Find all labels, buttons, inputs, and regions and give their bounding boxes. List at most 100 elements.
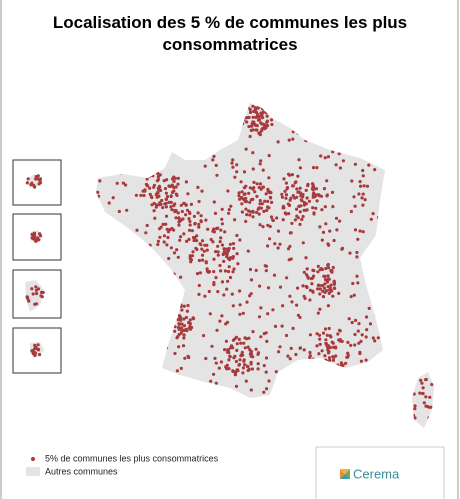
commune-dot	[344, 361, 348, 365]
commune-dot	[419, 378, 423, 382]
commune-dot	[102, 352, 106, 356]
commune-dot	[187, 112, 191, 116]
commune-dot	[161, 206, 165, 210]
commune-dot	[323, 205, 327, 209]
commune-dot	[138, 123, 142, 128]
commune-dot	[180, 147, 184, 151]
commune-dot	[230, 292, 234, 296]
commune-dot	[273, 242, 277, 246]
commune-dot	[308, 128, 312, 132]
commune-dot	[219, 269, 223, 273]
commune-dot	[184, 315, 188, 320]
commune-dot	[421, 386, 425, 390]
commune-dot	[177, 345, 181, 349]
commune-dot	[197, 222, 201, 226]
commune-dot	[34, 288, 39, 292]
commune-dot	[301, 195, 305, 199]
commune-dot	[325, 344, 329, 348]
commune-dot	[188, 325, 192, 329]
commune-dot	[298, 315, 302, 319]
commune-dot	[287, 203, 292, 207]
commune-dot	[301, 214, 305, 219]
commune-dot	[215, 328, 219, 332]
commune-dot	[153, 216, 157, 220]
commune-dot	[332, 279, 336, 283]
commune-dot	[141, 145, 145, 149]
commune-dot	[248, 267, 253, 272]
commune-dot	[113, 341, 117, 345]
commune-dot	[116, 134, 120, 138]
commune-dot	[126, 261, 130, 266]
commune-dot	[220, 222, 224, 226]
commune-dot	[159, 225, 163, 229]
commune-dot	[156, 239, 160, 243]
commune-dot	[264, 269, 268, 273]
commune-dot	[297, 204, 301, 208]
commune-dot	[353, 131, 357, 135]
commune-dot	[240, 210, 244, 214]
commune-dot	[179, 366, 183, 370]
corsica	[412, 372, 434, 428]
commune-dot	[286, 354, 290, 358]
commune-dot	[348, 251, 352, 255]
commune-dot	[34, 177, 38, 181]
commune-dot	[96, 190, 100, 194]
commune-dot	[186, 303, 190, 308]
commune-dot	[218, 319, 222, 323]
commune-dot	[424, 395, 428, 399]
commune-dot	[164, 222, 168, 226]
commune-dot	[244, 147, 248, 151]
commune-dot	[220, 217, 224, 221]
commune-dot	[113, 139, 117, 143]
commune-dot	[227, 211, 231, 215]
commune-dot	[265, 387, 269, 391]
commune-dot	[234, 359, 238, 364]
commune-dot	[164, 191, 168, 195]
commune-dot	[324, 342, 328, 346]
commune-dot	[169, 307, 173, 311]
commune-dot	[373, 339, 377, 343]
commune-dot	[381, 219, 385, 223]
commune-dot	[248, 348, 252, 352]
commune-dot	[377, 215, 381, 220]
commune-dot	[165, 323, 169, 327]
commune-dot	[173, 118, 177, 122]
commune-dot	[293, 218, 297, 222]
commune-dot	[288, 173, 292, 177]
commune-dot	[374, 313, 378, 317]
commune-dot	[182, 317, 186, 321]
commune-dot	[430, 382, 434, 387]
commune-dot	[124, 290, 128, 294]
commune-dot	[378, 292, 382, 296]
commune-dot	[359, 387, 363, 391]
commune-dot	[284, 333, 289, 338]
commune-dot	[311, 183, 315, 187]
commune-dot	[164, 205, 168, 209]
commune-dot	[230, 161, 234, 165]
commune-dot	[260, 128, 264, 133]
commune-dot	[223, 269, 227, 273]
commune-dot	[258, 199, 262, 203]
commune-dot	[162, 123, 166, 127]
commune-dot	[325, 193, 329, 197]
commune-dot	[351, 397, 355, 401]
commune-dot	[298, 166, 302, 170]
commune-dot	[240, 190, 244, 194]
commune-dot	[115, 372, 120, 376]
commune-dot	[252, 180, 256, 184]
commune-dot	[225, 108, 229, 112]
commune-dot	[311, 290, 315, 294]
commune-dot	[177, 327, 181, 331]
commune-dot	[311, 193, 315, 197]
commune-dot	[216, 244, 220, 248]
commune-dot	[254, 115, 258, 119]
commune-dot	[265, 114, 269, 118]
commune-dot	[289, 257, 293, 261]
commune-dot	[232, 356, 236, 360]
commune-dot	[318, 342, 322, 346]
commune-dot	[296, 216, 300, 220]
commune-dot	[228, 275, 233, 280]
commune-dot	[317, 194, 322, 198]
commune-dot	[226, 189, 230, 193]
commune-dot	[199, 243, 203, 247]
